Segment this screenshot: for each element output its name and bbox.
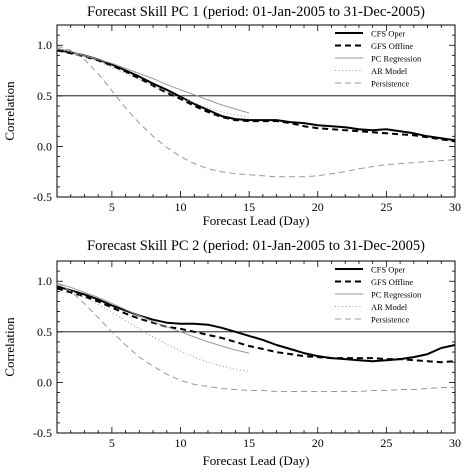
- legend-label: CFS Oper: [371, 29, 405, 39]
- series-line-ar-model: [57, 283, 250, 372]
- series-line-persistence: [57, 45, 455, 178]
- series-line-pc-regression: [57, 282, 250, 354]
- legend-label: PC Regression: [371, 290, 422, 300]
- x-tick-label: 15: [243, 200, 255, 214]
- legend-label: CFS Oper: [371, 265, 405, 275]
- y-tick-label: 1.0: [37, 38, 52, 52]
- x-tick-label: 5: [109, 200, 115, 214]
- x-tick-label: 30: [449, 200, 461, 214]
- series-line-cfs-oper: [57, 49, 455, 142]
- x-axis-label: Forecast Lead (Day): [203, 453, 310, 468]
- legend-label: Persistence: [371, 79, 409, 89]
- series-line-ar-model: [57, 48, 250, 118]
- series-line-pc-regression: [57, 47, 250, 114]
- x-tick-label: 20: [312, 436, 324, 450]
- y-tick-label: 0.5: [37, 325, 52, 339]
- chart-title: Forecast Skill PC 1 (period: 01-Jan-2005…: [87, 4, 425, 20]
- x-tick-label: 5: [109, 436, 115, 450]
- x-tick-label: 25: [380, 436, 392, 450]
- x-tick-label: 15: [243, 436, 255, 450]
- legend-label: GFS Offline: [371, 41, 413, 51]
- y-tick-label: 1.0: [37, 274, 52, 288]
- x-tick-label: 25: [380, 200, 392, 214]
- legend-label: Persistence: [371, 315, 409, 325]
- y-tick-label: -0.5: [33, 190, 52, 204]
- legend-label: AR Model: [371, 302, 408, 312]
- x-tick-label: 20: [312, 200, 324, 214]
- x-tick-label: 30: [449, 436, 461, 450]
- chart-panel-1: Forecast Skill PC 1 (period: 01-Jan-2005…: [2, 4, 461, 228]
- series-line-gfs-offline: [57, 287, 455, 364]
- series-line-persistence: [57, 282, 455, 392]
- x-tick-label: 10: [175, 200, 187, 214]
- y-tick-label: -0.5: [33, 426, 52, 440]
- legend-label: PC Regression: [371, 54, 422, 64]
- y-tick-label: 0.0: [37, 139, 52, 153]
- x-tick-label: 10: [175, 436, 187, 450]
- chart-title: Forecast Skill PC 2 (period: 01-Jan-2005…: [87, 238, 425, 254]
- legend-label: GFS Offline: [371, 277, 413, 287]
- legend-label: AR Model: [371, 66, 408, 76]
- y-tick-label: 0.5: [37, 89, 52, 103]
- plot-frame: [56, 260, 456, 434]
- y-axis-label: Correlation: [2, 81, 17, 141]
- series-line-gfs-offline: [57, 49, 455, 143]
- y-axis-label: Correlation: [2, 317, 17, 377]
- y-tick-label: 0.0: [37, 375, 52, 389]
- chart-panel-2: Forecast Skill PC 2 (period: 01-Jan-2005…: [2, 238, 461, 468]
- x-axis-label: Forecast Lead (Day): [203, 213, 310, 228]
- plot-frame: [56, 24, 456, 198]
